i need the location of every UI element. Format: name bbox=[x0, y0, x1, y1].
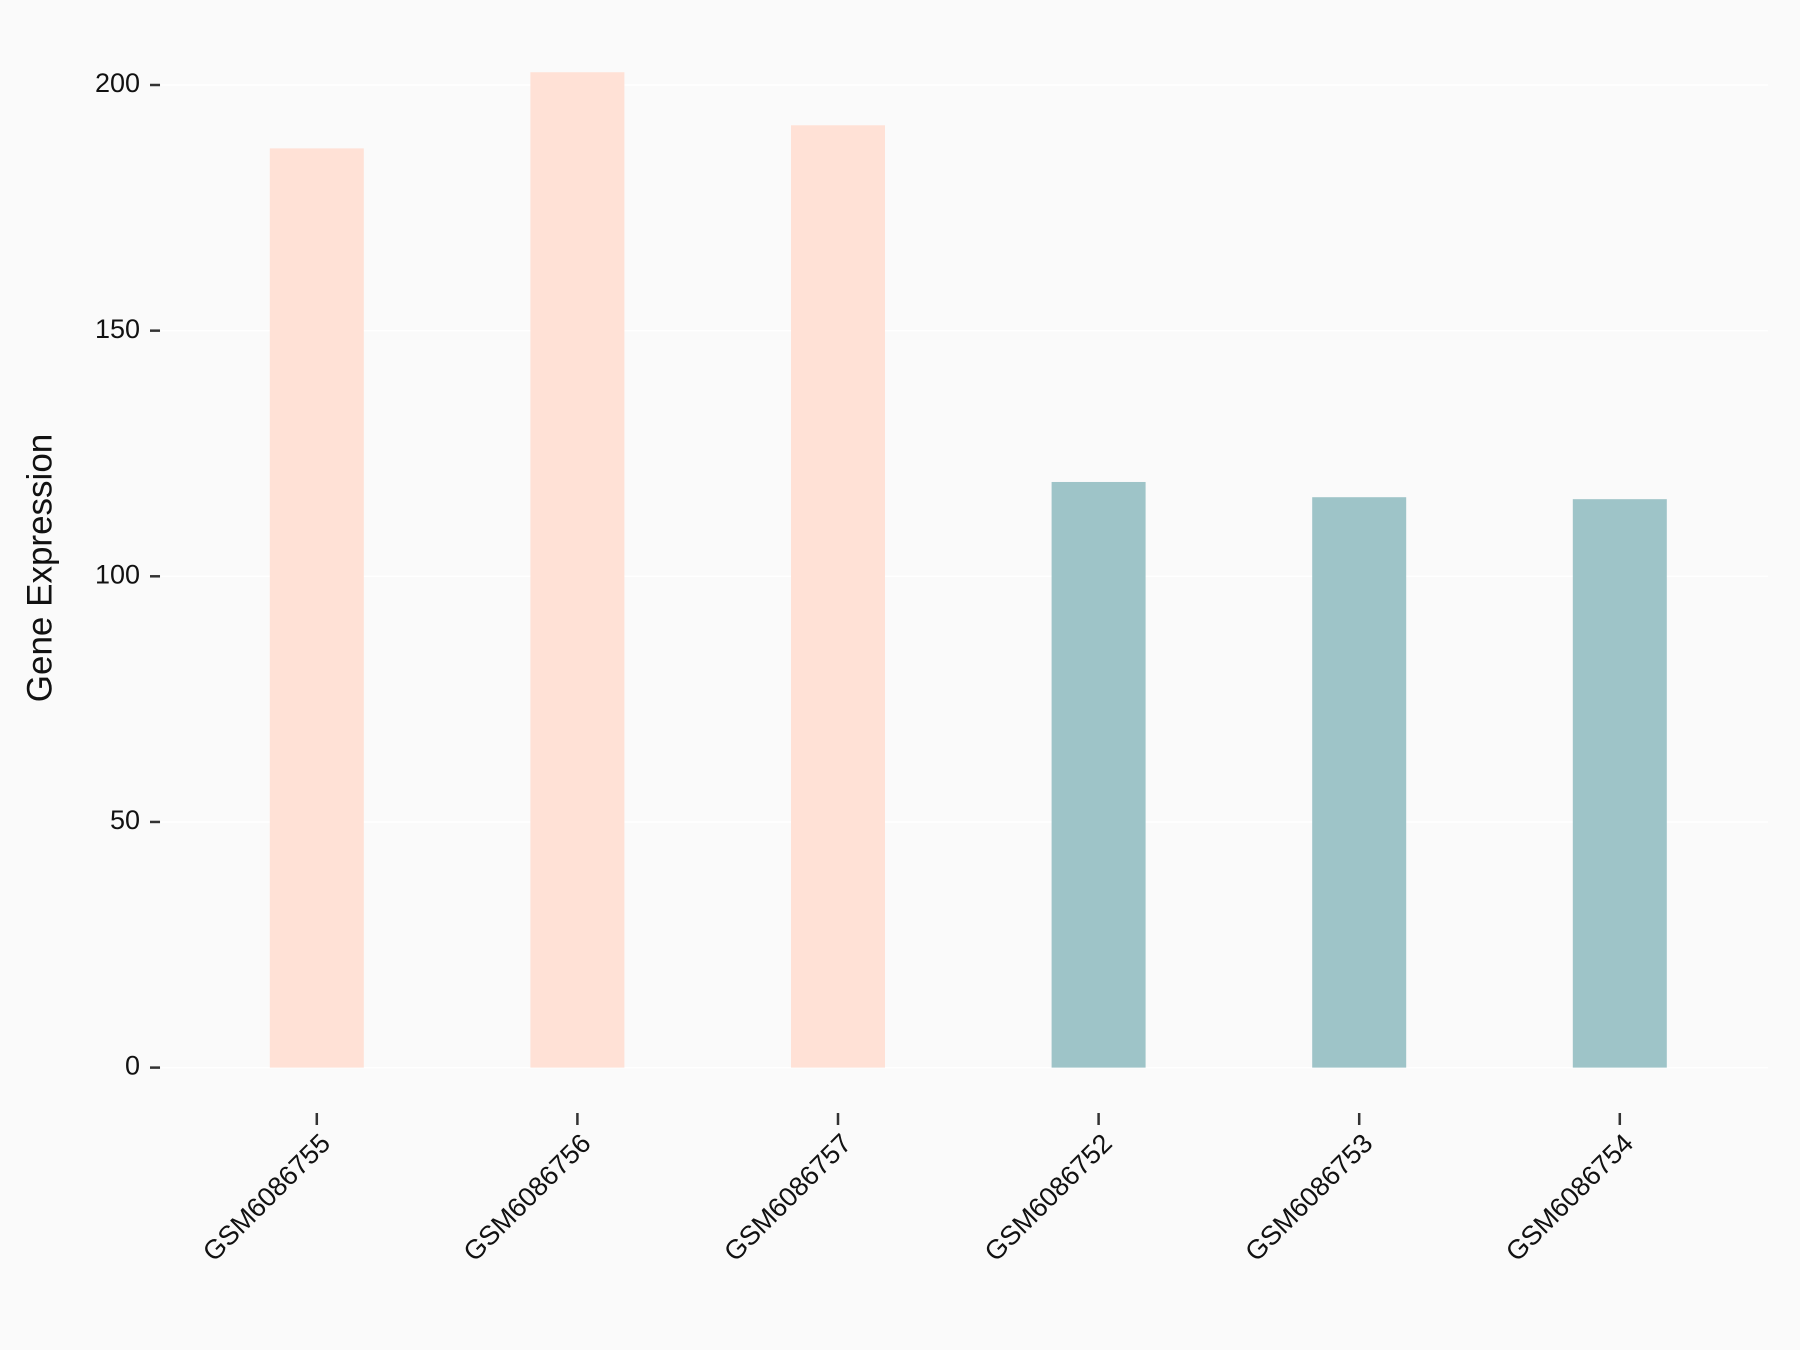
y-tick-label: 200 bbox=[95, 68, 140, 98]
bar bbox=[791, 125, 885, 1068]
bar bbox=[1051, 481, 1146, 1068]
y-axis-label: Gene Expression bbox=[20, 434, 59, 702]
bar bbox=[1312, 497, 1407, 1068]
y-tick-label: 100 bbox=[95, 559, 140, 589]
y-tick-label: 150 bbox=[95, 314, 140, 344]
bar bbox=[1572, 499, 1667, 1068]
y-tick-label: 50 bbox=[110, 805, 140, 835]
bar bbox=[269, 148, 364, 1068]
y-tick-label: 0 bbox=[125, 1051, 140, 1081]
bar bbox=[530, 72, 625, 1068]
